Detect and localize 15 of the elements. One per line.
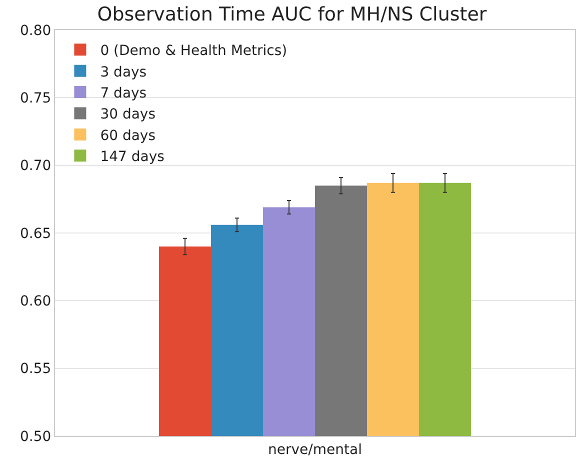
chart-title: Observation Time AUC for MH/NS Cluster: [97, 3, 487, 26]
y-tick-label: 0.75: [20, 90, 52, 107]
y-tick-label: 0.65: [20, 226, 52, 242]
x-tick-label: nerve/mental: [268, 442, 362, 458]
legend-label: 3 days: [100, 64, 147, 80]
y-tick-label: 0.55: [20, 361, 52, 378]
legend-label: 0 (Demo & Health Metrics): [100, 43, 288, 60]
y-tick-label: 0.80: [20, 22, 52, 39]
legend-label: 7 days: [100, 86, 147, 102]
y-tick-label: 0.60: [20, 294, 52, 310]
y-tick-label: 0.70: [20, 158, 52, 174]
legend-label: 60 days: [100, 128, 156, 144]
y-tick-label: 0.50: [20, 428, 52, 445]
legend-label: 30 days: [100, 106, 156, 123]
legend-label: 147 days: [100, 149, 164, 166]
